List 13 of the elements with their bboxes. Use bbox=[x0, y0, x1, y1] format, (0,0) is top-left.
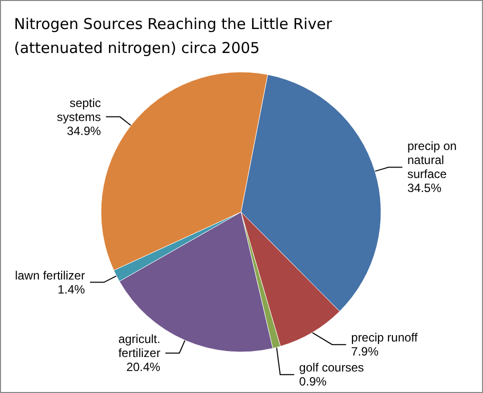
data-label: 7.9% bbox=[351, 344, 379, 359]
slice-label: precip on natural surface bbox=[407, 139, 457, 182]
slice-label: golf courses bbox=[299, 360, 364, 375]
data-label: 34.5% bbox=[407, 181, 442, 196]
data-label: 20.4% bbox=[126, 360, 161, 374]
slice-label: lawn fertilizer bbox=[14, 268, 85, 282]
data-label: 1.4% bbox=[58, 282, 86, 296]
slice-label: agricult. fertilizer bbox=[118, 332, 160, 360]
data-label: 34.9% bbox=[66, 124, 102, 138]
slice-label: precip runoff bbox=[351, 330, 418, 345]
data-label: 0.9% bbox=[299, 374, 327, 389]
slice-label: septic systems bbox=[56, 96, 101, 124]
chart-title: Nitrogen Sources Reaching the Little River (attenuated nitrogen) circa 2005 bbox=[14, 15, 337, 57]
